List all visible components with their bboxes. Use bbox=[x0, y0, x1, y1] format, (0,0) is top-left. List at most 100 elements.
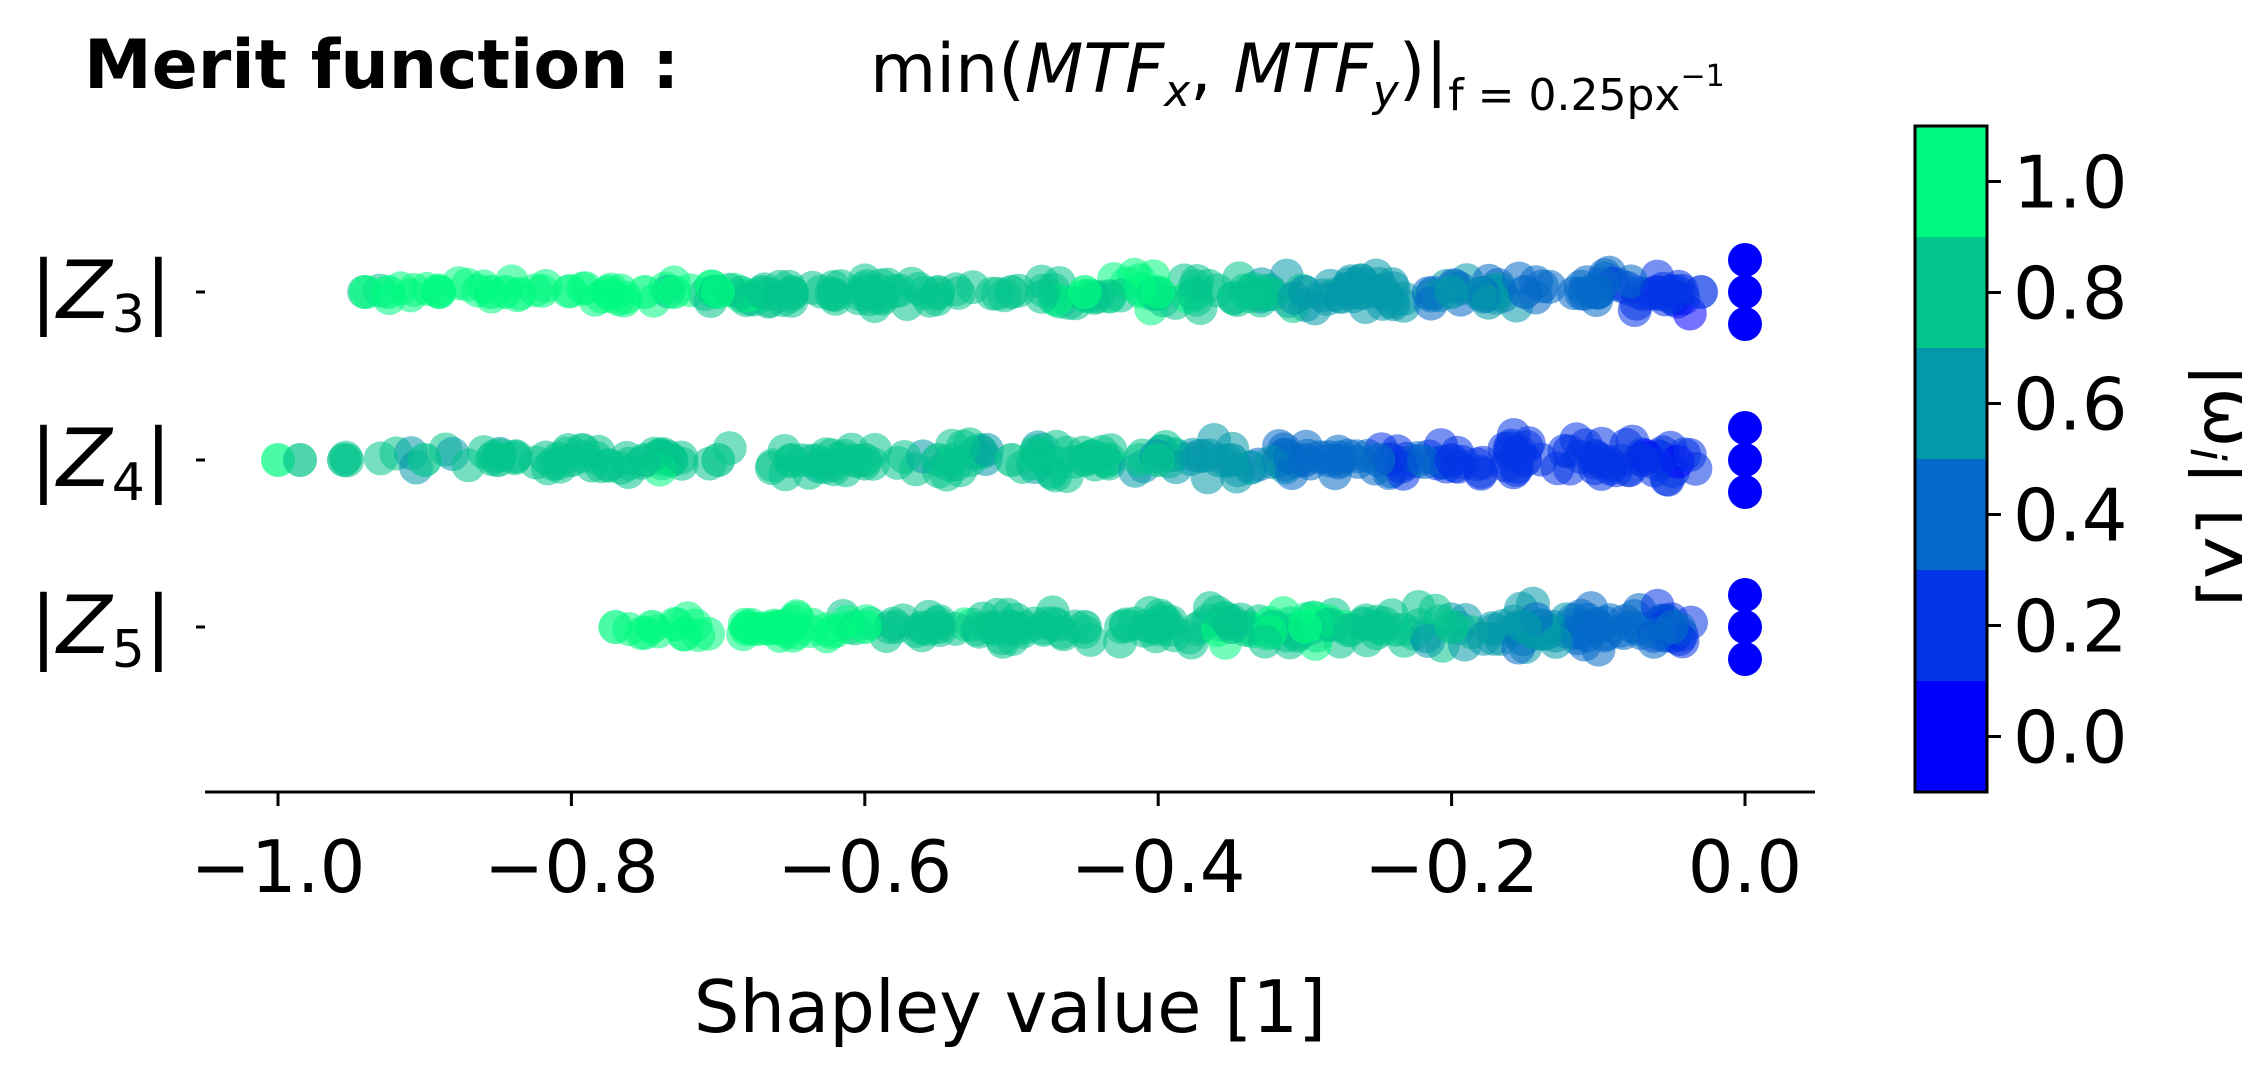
title-math: min(MTFx, MTFy)|f = 0.25px−1 bbox=[870, 30, 1725, 121]
scatter-point bbox=[1067, 610, 1102, 644]
x-tick-label: 0.0 bbox=[1688, 825, 1803, 909]
scatter-point bbox=[488, 275, 523, 309]
scatter-point bbox=[1287, 610, 1322, 644]
scatter-point bbox=[1684, 275, 1718, 309]
scatter-point bbox=[1361, 275, 1396, 309]
scatter-point bbox=[872, 610, 907, 645]
scatter-point bbox=[1459, 447, 1494, 482]
scatter-point bbox=[1234, 274, 1269, 309]
scatter-point bbox=[877, 274, 912, 309]
colorbar-tick-label: 0.0 bbox=[2013, 696, 2128, 780]
chart-title: Merit function : min(MTFx, MTFy)|f = 0.2… bbox=[84, 26, 1725, 121]
scatter-point bbox=[819, 613, 854, 648]
scatter-point bbox=[847, 443, 882, 477]
scatter-point bbox=[1466, 621, 1501, 656]
scatter-point bbox=[327, 443, 361, 477]
scatter-point bbox=[1287, 443, 1322, 477]
scatter-point bbox=[1104, 610, 1139, 644]
scatter-point bbox=[1247, 624, 1282, 659]
colorbar-label: |ωi| [λ] bbox=[2179, 363, 2242, 607]
scatter-point bbox=[481, 443, 515, 477]
scatter-point bbox=[528, 268, 563, 303]
scatter-point-zero bbox=[1728, 411, 1762, 445]
scatter-point bbox=[921, 610, 956, 644]
scatter-point bbox=[1463, 277, 1497, 312]
colorbar-band bbox=[1915, 459, 1987, 570]
x-axis-ticks: −1.0 −0.8 −0.6 −0.4 −0.2 0.0 bbox=[191, 792, 1803, 909]
scatter-point bbox=[701, 443, 736, 477]
series-1-points bbox=[347, 243, 1762, 341]
colorbar-band bbox=[1915, 348, 1987, 459]
colorbar-tick-label: 0.4 bbox=[2013, 474, 2128, 558]
scatter-point bbox=[664, 440, 699, 475]
scatter-point bbox=[371, 275, 405, 309]
scatter-point bbox=[847, 610, 882, 644]
scatter-point bbox=[422, 275, 457, 309]
x-tick-label: −1.0 bbox=[191, 825, 366, 909]
scatter-point bbox=[1581, 275, 1616, 309]
scatter-point-zero bbox=[1728, 475, 1762, 509]
x-axis-label: Shapley value [1] bbox=[694, 965, 1327, 1049]
scatter-point bbox=[1361, 443, 1396, 477]
scatter-point bbox=[1178, 269, 1213, 303]
scatter-point bbox=[1434, 275, 1469, 309]
scatter-point bbox=[1434, 443, 1469, 477]
scatter-point bbox=[1434, 610, 1469, 644]
scatter-point bbox=[994, 275, 1029, 309]
colorbar-band bbox=[1915, 126, 1987, 237]
scatter-point bbox=[554, 443, 589, 477]
scatter-point bbox=[730, 610, 765, 644]
scatter-point bbox=[591, 275, 626, 309]
scatter-point bbox=[1024, 279, 1059, 314]
x-tick-label: −0.8 bbox=[484, 825, 659, 909]
scatter-point bbox=[657, 275, 692, 309]
scatter-point bbox=[627, 275, 662, 309]
scatter-point bbox=[1640, 275, 1674, 309]
colorbar: 0.0 0.2 0.4 0.6 0.8 1.0 bbox=[1913, 124, 2128, 794]
colorbar-band bbox=[1915, 570, 1987, 681]
scatter-point bbox=[745, 275, 780, 309]
scatter-point bbox=[1214, 610, 1249, 644]
scatter-point bbox=[1026, 612, 1061, 647]
scatter-point bbox=[1141, 275, 1176, 309]
scatter-point bbox=[759, 610, 794, 644]
scatter-point bbox=[1067, 443, 1102, 477]
scatter-point bbox=[1625, 443, 1660, 477]
series-2-points bbox=[261, 411, 1762, 509]
scatter-point bbox=[1581, 443, 1616, 477]
scatter-point bbox=[921, 275, 956, 309]
scatter-point bbox=[946, 429, 981, 464]
scatter-point-zero bbox=[1728, 307, 1762, 341]
scatter-point-zero bbox=[1728, 275, 1762, 309]
x-tick-label: −0.6 bbox=[777, 825, 952, 909]
scatter-point bbox=[994, 610, 1029, 644]
scatter-point bbox=[1508, 610, 1542, 644]
scatter-point bbox=[847, 275, 882, 309]
x-tick-label: −0.4 bbox=[1071, 825, 1246, 909]
scatter-point bbox=[921, 443, 956, 477]
scatter-point bbox=[1214, 443, 1249, 477]
scatter-point-zero bbox=[1728, 578, 1762, 612]
scatter-point-zero bbox=[1728, 642, 1762, 676]
scatter-point-zero bbox=[1728, 243, 1762, 277]
scatter-point bbox=[1141, 443, 1176, 477]
y-category-labels: |Z3| |Z4| |Z5| bbox=[30, 244, 205, 680]
scatter-point bbox=[1538, 624, 1573, 659]
colorbar-band bbox=[1915, 681, 1987, 792]
scatter-point bbox=[1508, 275, 1542, 309]
scatter-point-zero bbox=[1728, 610, 1762, 644]
scatter-point bbox=[1361, 610, 1396, 644]
scatter-point bbox=[627, 443, 662, 477]
scatter-point bbox=[774, 275, 809, 309]
colorbar-frame bbox=[1913, 124, 1989, 794]
scatter-point bbox=[1508, 443, 1542, 477]
scatter-point bbox=[363, 441, 398, 476]
scatter-point bbox=[407, 443, 442, 477]
scatter-point bbox=[1581, 610, 1616, 644]
series-3-points bbox=[598, 578, 1762, 676]
scatter-point bbox=[887, 440, 922, 474]
scatter-point bbox=[1613, 264, 1648, 299]
colorbar-tick-label: 0.6 bbox=[2013, 363, 2128, 447]
y-tick-label: |Z5| bbox=[30, 579, 172, 680]
